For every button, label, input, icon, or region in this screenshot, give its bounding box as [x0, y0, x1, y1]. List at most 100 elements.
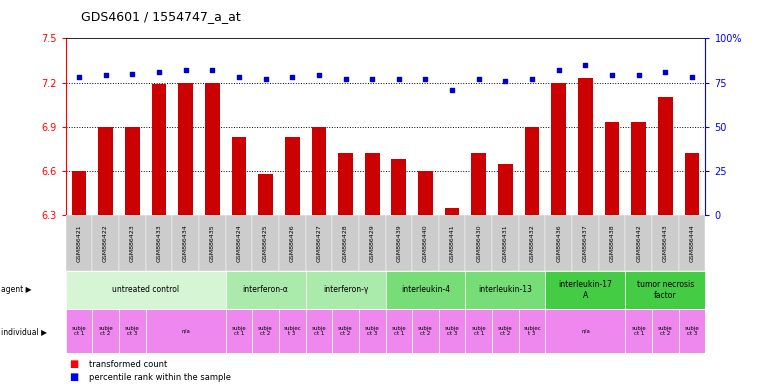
Bar	[466, 215, 492, 271]
Text: GSM886438: GSM886438	[610, 224, 614, 262]
Point	[72, 74, 85, 80]
Bar	[492, 215, 519, 271]
Text: subje
ct 2: subje ct 2	[338, 326, 353, 336]
Bar	[546, 309, 625, 353]
Bar	[311, 127, 326, 215]
Bar	[365, 153, 379, 215]
Text: subje
ct 1: subje ct 1	[471, 326, 487, 336]
Text: interferon-γ: interferon-γ	[323, 285, 369, 295]
Text: individual ▶: individual ▶	[1, 327, 47, 336]
Point	[553, 67, 565, 73]
Text: GSM886441: GSM886441	[449, 224, 455, 262]
Bar	[338, 153, 353, 215]
Text: subje
ct 1: subje ct 1	[631, 326, 646, 336]
Point	[339, 76, 352, 82]
Text: subje
ct 3: subje ct 3	[125, 326, 140, 336]
Bar	[412, 309, 439, 353]
Bar	[439, 309, 466, 353]
Text: GSM886440: GSM886440	[423, 224, 428, 262]
Bar	[332, 215, 359, 271]
Bar	[146, 215, 172, 271]
Bar	[119, 309, 146, 353]
Text: untreated control: untreated control	[112, 285, 179, 295]
Bar	[599, 215, 625, 271]
Text: GSM886436: GSM886436	[557, 224, 561, 262]
Text: GSM886437: GSM886437	[583, 224, 588, 262]
Text: GSM886425: GSM886425	[263, 224, 268, 262]
Text: GSM886432: GSM886432	[530, 224, 534, 262]
Point	[419, 76, 432, 82]
Text: subje
ct 2: subje ct 2	[258, 326, 273, 336]
Bar	[492, 309, 519, 353]
Text: subje
ct 3: subje ct 3	[365, 326, 379, 336]
Text: GSM886431: GSM886431	[503, 224, 508, 262]
Text: interleukin-13: interleukin-13	[479, 285, 533, 295]
Text: subje
ct 3: subje ct 3	[685, 326, 699, 336]
Bar	[652, 309, 678, 353]
Bar	[284, 137, 299, 215]
Bar	[231, 137, 246, 215]
Bar	[392, 159, 406, 215]
Bar	[66, 309, 93, 353]
Text: n/a: n/a	[181, 329, 190, 334]
Bar	[678, 215, 705, 271]
Bar	[178, 83, 193, 215]
Text: subje
ct 2: subje ct 2	[658, 326, 673, 336]
Point	[126, 71, 138, 77]
Point	[446, 86, 458, 93]
Text: GSM886435: GSM886435	[210, 224, 214, 262]
Text: ■: ■	[69, 372, 79, 382]
Bar	[258, 174, 273, 215]
Text: GSM886426: GSM886426	[290, 224, 295, 262]
Bar	[252, 215, 279, 271]
Bar	[678, 309, 705, 353]
Text: GSM886433: GSM886433	[157, 224, 161, 262]
Text: GSM886424: GSM886424	[237, 224, 241, 262]
Bar	[439, 215, 466, 271]
Point	[659, 69, 672, 75]
Point	[233, 74, 245, 80]
Text: GSM886439: GSM886439	[396, 224, 402, 262]
Text: agent ▶: agent ▶	[1, 285, 32, 295]
Bar	[205, 83, 220, 215]
Text: subje
ct 1: subje ct 1	[231, 326, 246, 336]
Bar	[305, 215, 332, 271]
Point	[392, 76, 405, 82]
Point	[286, 74, 298, 80]
Text: interleukin-4: interleukin-4	[401, 285, 450, 295]
Bar	[359, 215, 386, 271]
Bar	[305, 309, 332, 353]
Text: subje
ct 2: subje ct 2	[98, 326, 113, 336]
Bar	[172, 215, 199, 271]
Bar	[546, 215, 572, 271]
Point	[686, 74, 699, 80]
Text: interleukin-17
A: interleukin-17 A	[558, 280, 612, 300]
Bar	[578, 78, 593, 215]
Point	[180, 67, 192, 73]
Bar	[631, 122, 646, 215]
Bar	[466, 309, 492, 353]
Bar	[305, 271, 386, 309]
Text: tumor necrosis
factor: tumor necrosis factor	[637, 280, 694, 300]
Bar	[498, 164, 513, 215]
Text: GSM886428: GSM886428	[343, 224, 348, 262]
Bar	[279, 309, 305, 353]
Text: subjec
t 3: subjec t 3	[283, 326, 301, 336]
Point	[153, 69, 165, 75]
Bar	[625, 309, 652, 353]
Point	[633, 73, 645, 79]
Point	[366, 76, 379, 82]
Text: subje
ct 2: subje ct 2	[418, 326, 433, 336]
Text: transformed count: transformed count	[89, 361, 167, 369]
Text: GSM886443: GSM886443	[663, 224, 668, 262]
Text: GSM886430: GSM886430	[476, 224, 481, 262]
Point	[500, 78, 512, 84]
Bar	[551, 83, 566, 215]
Bar	[572, 215, 599, 271]
Point	[606, 73, 618, 79]
Bar	[152, 84, 167, 215]
Bar	[359, 309, 386, 353]
Bar	[658, 97, 673, 215]
Bar	[72, 171, 86, 215]
Bar	[146, 309, 225, 353]
